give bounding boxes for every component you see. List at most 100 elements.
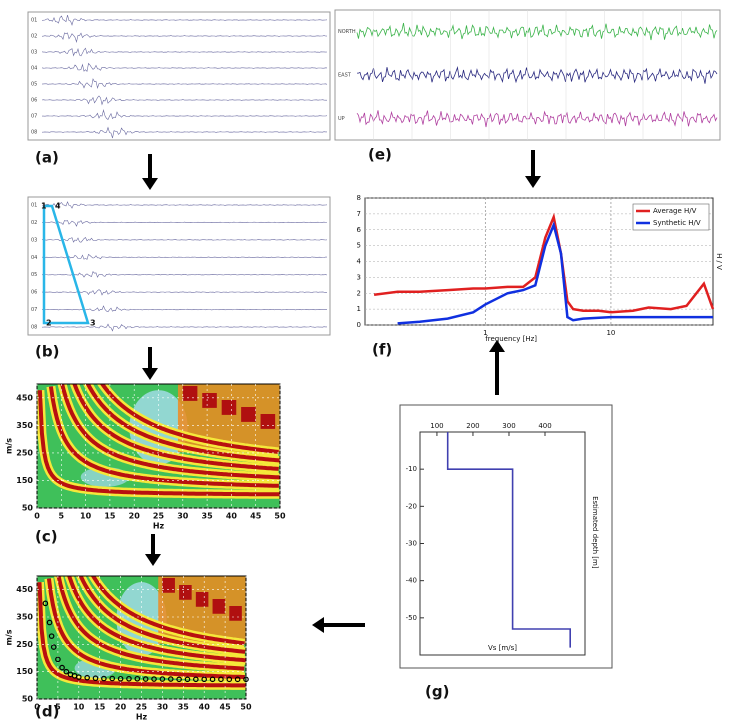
channel-label: 03	[31, 50, 37, 56]
channel-label: 07	[31, 307, 37, 313]
pick-point	[167, 676, 174, 682]
x-tick-label: 5	[59, 512, 65, 521]
heat-blob	[179, 585, 192, 600]
heat-ridge	[90, 576, 245, 646]
pick-point	[48, 633, 55, 639]
channel-label: 01	[31, 203, 37, 209]
y-axis-label: H / V	[715, 253, 723, 270]
pick-point	[209, 676, 216, 683]
heat-ridge	[46, 578, 245, 679]
heat-blob	[241, 407, 256, 422]
arrow-head	[312, 617, 324, 633]
pick-point	[218, 676, 224, 683]
channel-label: 03	[31, 237, 37, 243]
trace	[41, 95, 327, 106]
arrow-head	[142, 368, 158, 380]
x-tick-label: 200	[466, 422, 479, 430]
x-tick-label: 45	[250, 512, 262, 521]
heat-blob	[195, 592, 209, 607]
x-tick-label: 25	[136, 703, 148, 712]
x-tick-label: 1	[483, 329, 487, 337]
y-tick-label: 350	[16, 421, 33, 430]
trace	[42, 305, 328, 313]
trace	[42, 109, 328, 120]
trace	[356, 22, 718, 41]
trace	[356, 110, 718, 128]
pick-point	[46, 619, 53, 626]
y-axis-label: Estimated depth [m]	[591, 496, 599, 569]
channel-label: 01	[31, 18, 37, 24]
pick-point	[117, 675, 124, 682]
arrow-head	[525, 176, 541, 188]
heat-ridge	[78, 576, 246, 654]
y-tick-label: 1	[357, 305, 361, 313]
trace	[41, 78, 328, 89]
pick-point	[142, 676, 149, 682]
x-tick-label: 40	[199, 703, 211, 712]
picking-window	[42, 204, 90, 325]
channel-label: 02	[31, 34, 37, 40]
y-tick-label: 2	[357, 289, 361, 297]
heat-blob	[212, 599, 226, 614]
trace	[41, 15, 328, 26]
legend-box	[632, 203, 710, 231]
panel-label: (e)	[368, 146, 392, 164]
y-tick-label: 450	[16, 393, 33, 402]
pick-point	[55, 656, 61, 663]
x-tick-label: 10	[606, 329, 615, 337]
channel-label: 08	[31, 325, 37, 331]
window-marker: 3	[90, 319, 96, 328]
trace-frame	[27, 196, 331, 336]
trace	[41, 289, 328, 296]
heat-ridge	[72, 384, 279, 471]
trace	[41, 47, 328, 57]
trace	[41, 62, 328, 73]
y-tick-label: -20	[406, 502, 417, 510]
heat-blob	[221, 400, 237, 415]
pick-point	[84, 674, 90, 681]
pick-point	[76, 674, 82, 680]
y-tick-label: 350	[16, 613, 33, 622]
x-tick-label: 20	[129, 512, 141, 521]
window-marker: 1	[41, 202, 47, 211]
x-axis-label: frequency [Hz]	[485, 335, 537, 343]
panel-label: (d)	[35, 703, 59, 721]
heat-ridge	[37, 582, 246, 688]
panel-label: (g)	[425, 683, 449, 701]
trace	[41, 237, 328, 243]
y-tick-label: 150	[16, 476, 33, 485]
pick-point	[126, 675, 132, 682]
trace	[41, 126, 327, 139]
trace	[42, 201, 328, 209]
y-axis-label: m/s	[5, 438, 14, 454]
y-tick-label: 50	[22, 504, 34, 513]
y-tick-label: 450	[16, 585, 33, 594]
y-tick-label: 5	[357, 242, 361, 250]
pick-point	[63, 668, 70, 675]
y-tick-label: 3	[357, 273, 361, 281]
pick-point	[184, 676, 191, 683]
x-tick-label: 25	[153, 512, 165, 521]
y-tick-label: -50	[406, 614, 417, 622]
arrow-head	[489, 340, 505, 352]
heat-ridge	[56, 576, 245, 671]
y-tick-label: 150	[16, 667, 33, 676]
heat-blob	[260, 414, 276, 429]
channel-label: 08	[31, 130, 37, 136]
x-tick-label: 0	[34, 512, 40, 521]
pick-point	[109, 675, 116, 682]
panel-label: (a)	[35, 149, 59, 167]
pick-point	[243, 676, 249, 683]
x-tick-label: 100	[430, 422, 443, 430]
pick-point	[134, 675, 141, 682]
x-tick-label: 15	[104, 512, 116, 521]
y-tick-label: 250	[16, 448, 33, 457]
pick-point	[59, 664, 65, 671]
y-tick-label: 0	[357, 321, 361, 329]
pick-point	[42, 600, 49, 607]
channel-label: 05	[31, 82, 37, 88]
x-tick-label: 0	[34, 703, 40, 712]
x-tick-label: 10	[80, 512, 92, 521]
trace-frame	[27, 11, 331, 141]
